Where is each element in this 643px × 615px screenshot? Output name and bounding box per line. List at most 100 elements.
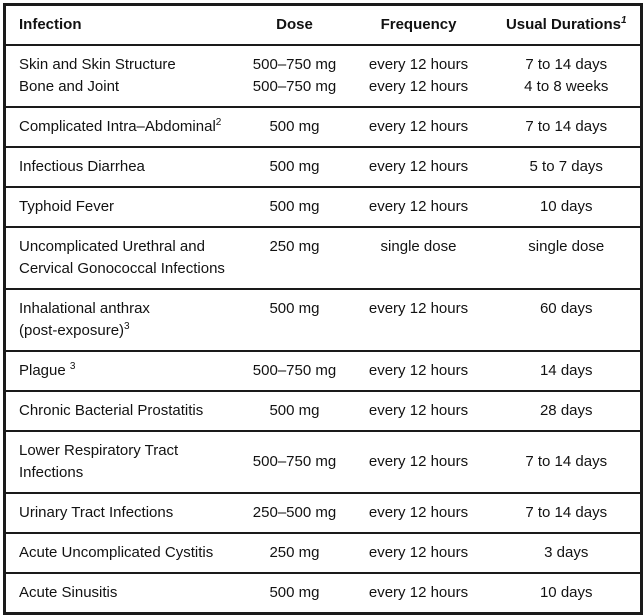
frequency-value: every 12 hours (368, 118, 469, 135)
table-row: Plague 3 500–750 mg every 12 hours 14 days (4, 351, 642, 391)
infection-cell: Infectious Diarrhea (5, 147, 245, 187)
table-row: Uncomplicated Urethral and Cervical Gonoc… (4, 227, 642, 289)
infection-cell: Urinary Tract Infections (5, 493, 245, 533)
duration-cell: 3 days (493, 533, 642, 573)
footnote-marker: 2 (215, 117, 222, 128)
duration-value: 60 days (539, 300, 593, 317)
column-header-label: Dose (276, 16, 313, 33)
infection-name: (post-exposure)3 (19, 321, 130, 340)
duration-value: 3 days (544, 544, 589, 561)
duration-value: 7 to 14 days (525, 504, 608, 521)
dose-value: 500 mg (269, 158, 320, 175)
duration-cell: single dose (493, 227, 642, 289)
table-row: Lower Respiratory Tract Infections 500–750… (4, 431, 642, 493)
table-row: Complicated Intra–Abdominal2 500 mg every … (4, 107, 642, 147)
duration-value: 4 to 8 weeks (524, 78, 609, 95)
frequency-cell: every 12 hours (345, 533, 493, 573)
table-body: Skin and Skin Structure Bone and Joint 500… (4, 45, 642, 614)
dose-cell: 500–750 mg (245, 351, 345, 391)
dose-value: 500 mg (269, 118, 320, 135)
infection-name: Bone and Joint (19, 78, 120, 95)
infection-name: Skin and Skin Structure (19, 56, 176, 73)
frequency-cell: every 12 hours (345, 187, 493, 227)
infection-name: Uncomplicated Urethral and (19, 238, 205, 255)
infection-name: Acute Uncomplicated Cystitis (19, 544, 214, 561)
dose-cell: 500 mg (245, 187, 345, 227)
footnote-marker: 3 (69, 361, 76, 372)
frequency-value: every 12 hours (368, 544, 469, 561)
infection-name: Plague 3 (19, 361, 76, 380)
table-row: Skin and Skin Structure Bone and Joint 500… (4, 45, 642, 107)
frequency-value: every 12 hours (368, 300, 469, 317)
frequency-cell: every 12 hours (345, 351, 493, 391)
duration-value: 7 to 14 days (525, 118, 608, 135)
duration-value: 7 to 14 days (525, 56, 608, 73)
footnote-marker: 3 (124, 321, 130, 332)
table-row: Infectious Diarrhea 500 mg every 12 hours 5… (4, 147, 642, 187)
frequency-cell: single dose (345, 227, 493, 289)
duration-cell: 60 days (493, 289, 642, 351)
frequency-value: every 12 hours (368, 402, 469, 419)
infection-cell: Inhalational anthrax (post-exposure)3 (5, 289, 245, 351)
duration-value: single dose (528, 238, 605, 255)
frequency-cell: every 12 hours (345, 493, 493, 533)
frequency-value: single dose (380, 238, 457, 255)
dose-value: 500 mg (269, 198, 320, 215)
frequency-value: every 12 hours (368, 56, 469, 73)
duration-cell: 7 to 14 days (493, 431, 642, 493)
footnote-marker: 1 (620, 15, 627, 26)
frequency-cell: every 12 hours (345, 107, 493, 147)
dose-cell: 500–750 mg (245, 431, 345, 493)
infection-cell: Lower Respiratory Tract Infections (5, 431, 245, 493)
infection-name: Typhoid Fever (19, 198, 115, 215)
duration-cell: 7 to 14 days 4 to 8 weeks (493, 45, 642, 107)
infection-name: Infectious Diarrhea (19, 158, 145, 175)
dose-value: 500–750 mg (252, 453, 337, 470)
duration-value: 28 days (539, 402, 593, 419)
dose-cell: 500 mg (245, 573, 345, 614)
infection-cell: Uncomplicated Urethral and Cervical Gonoc… (5, 227, 245, 289)
infection-name: Lower Respiratory Tract (19, 442, 179, 459)
table-row: Typhoid Fever 500 mg every 12 hours 10 days (4, 187, 642, 227)
frequency-value: every 12 hours (368, 158, 469, 175)
infection-cell: Typhoid Fever (5, 187, 245, 227)
table-row: Chronic Bacterial Prostatitis 500 mg every… (4, 391, 642, 431)
duration-value: 10 days (539, 584, 593, 601)
frequency-value: every 12 hours (368, 584, 469, 601)
infection-name: Acute Sinusitis (19, 584, 118, 601)
table-row: Urinary Tract Infections 250–500 mg every … (4, 493, 642, 533)
page: Infection Dose Frequency Usual Durations… (3, 3, 643, 615)
frequency-cell: every 12 hours (345, 431, 493, 493)
dose-value: 500–750 mg (252, 78, 337, 95)
dose-cell: 500 mg (245, 107, 345, 147)
table-row: Acute Sinusitis 500 mg every 12 hours 10 da… (5, 573, 642, 614)
infection-cell: Chronic Bacterial Prostatitis (5, 391, 245, 431)
column-header-usual-durations: Usual Durations1 (493, 5, 642, 46)
frequency-cell: every 12 hours (345, 289, 493, 351)
frequency-cell: every 12 hours (345, 147, 493, 187)
duration-cell: 10 days (493, 187, 642, 227)
infection-name: Cervical Gonococcal Infections (19, 260, 225, 277)
frequency-cell: every 12 hours (345, 573, 493, 614)
duration-cell: 7 to 14 days (493, 493, 642, 533)
dose-cell: 250 mg (245, 533, 345, 573)
table-row: Inhalational anthrax (post-exposure)3 500 … (4, 289, 642, 351)
frequency-cell: every 12 hours every 12 hours (345, 45, 493, 107)
frequency-cell: every 12 hours (345, 391, 493, 431)
infection-name: Complicated Intra–Abdominal2 (19, 117, 222, 136)
duration-cell: 7 to 14 days (493, 107, 642, 147)
frequency-value: every 12 hours (368, 78, 469, 95)
duration-cell: 28 days (493, 391, 642, 431)
dose-cell: 250–500 mg (245, 493, 345, 533)
dose-value: 250 mg (269, 544, 320, 561)
dose-cell: 500 mg (245, 391, 345, 431)
column-header-infection: Infection (5, 5, 245, 46)
infection-name: Urinary Tract Infections (19, 504, 174, 521)
dose-value: 250 mg (269, 238, 320, 255)
dose-value: 500 mg (269, 584, 320, 601)
table-row: Acute Uncomplicated Cystitis 250 mg every … (4, 533, 642, 573)
infection-cell: Plague 3 (5, 351, 245, 391)
dose-value: 500 mg (269, 402, 320, 419)
infection-cell: Complicated Intra–Abdominal2 (5, 107, 245, 147)
duration-value: 10 days (539, 198, 593, 215)
